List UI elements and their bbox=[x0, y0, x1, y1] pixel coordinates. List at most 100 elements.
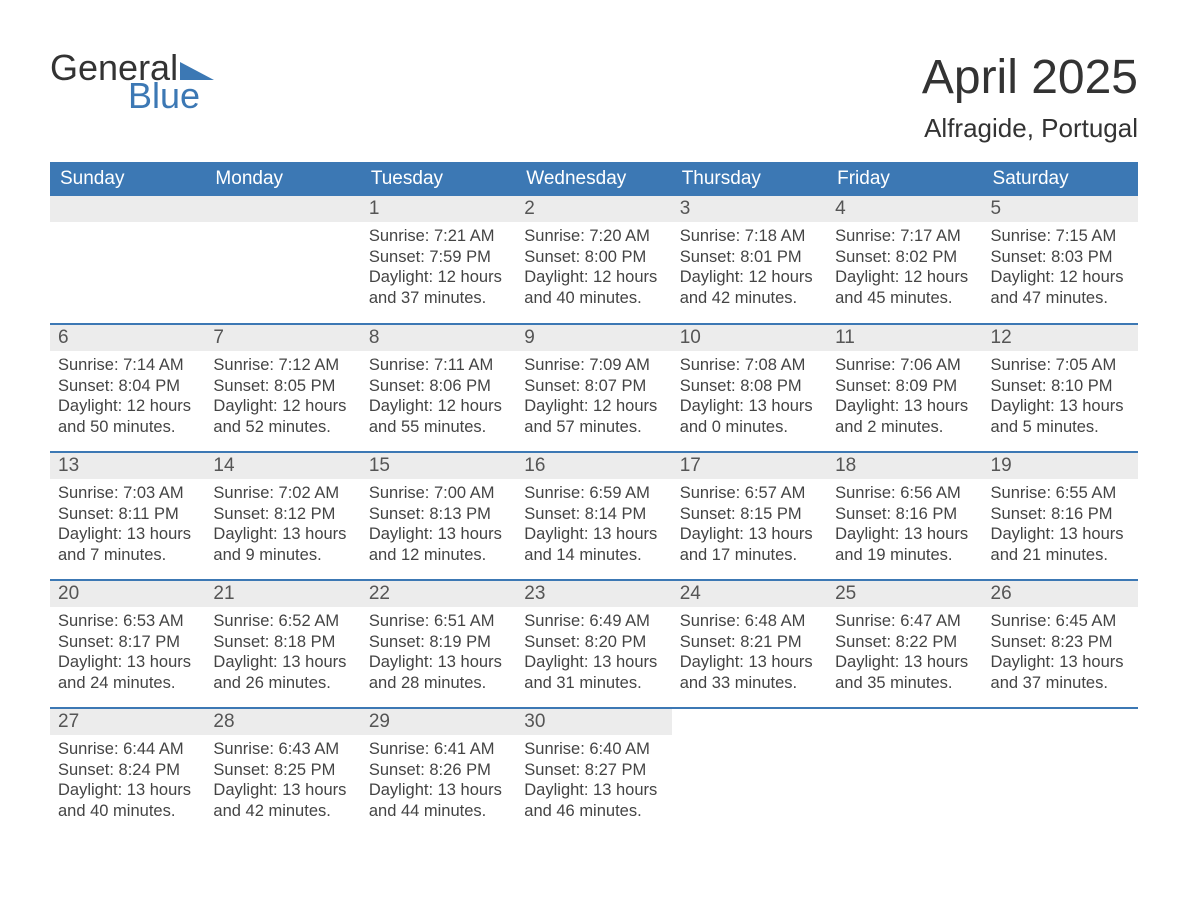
sunset-text: Sunset: 8:02 PM bbox=[835, 247, 974, 268]
day-cell bbox=[205, 196, 360, 324]
daylight-text: Daylight: 12 hours and 57 minutes. bbox=[524, 396, 663, 437]
sunset-text: Sunset: 8:25 PM bbox=[213, 760, 352, 781]
daylight-text: Daylight: 13 hours and 26 minutes. bbox=[213, 652, 352, 693]
week-row: 1Sunrise: 7:21 AMSunset: 7:59 PMDaylight… bbox=[50, 196, 1138, 324]
sunset-text: Sunset: 8:18 PM bbox=[213, 632, 352, 653]
sunset-text: Sunset: 8:21 PM bbox=[680, 632, 819, 653]
sunrise-text: Sunrise: 7:18 AM bbox=[680, 226, 819, 247]
day-cell: 12Sunrise: 7:05 AMSunset: 8:10 PMDayligh… bbox=[983, 324, 1138, 452]
daylight-text: Daylight: 13 hours and 40 minutes. bbox=[58, 780, 197, 821]
daylight-text: Daylight: 13 hours and 21 minutes. bbox=[991, 524, 1130, 565]
daylight-text: Daylight: 13 hours and 12 minutes. bbox=[369, 524, 508, 565]
day-details: Sunrise: 6:59 AMSunset: 8:14 PMDaylight:… bbox=[516, 479, 671, 576]
day-details: Sunrise: 7:00 AMSunset: 8:13 PMDaylight:… bbox=[361, 479, 516, 576]
daylight-text: Daylight: 13 hours and 33 minutes. bbox=[680, 652, 819, 693]
weekday-header: Saturday bbox=[983, 162, 1138, 196]
day-details: Sunrise: 6:47 AMSunset: 8:22 PMDaylight:… bbox=[827, 607, 982, 704]
daylight-text: Daylight: 13 hours and 2 minutes. bbox=[835, 396, 974, 437]
day-number: 4 bbox=[827, 196, 982, 222]
day-cell bbox=[827, 708, 982, 836]
week-row: 6Sunrise: 7:14 AMSunset: 8:04 PMDaylight… bbox=[50, 324, 1138, 452]
sunrise-text: Sunrise: 6:40 AM bbox=[524, 739, 663, 760]
sunset-text: Sunset: 8:09 PM bbox=[835, 376, 974, 397]
weekday-header: Tuesday bbox=[361, 162, 516, 196]
sunrise-text: Sunrise: 6:52 AM bbox=[213, 611, 352, 632]
sunset-text: Sunset: 8:22 PM bbox=[835, 632, 974, 653]
day-cell: 20Sunrise: 6:53 AMSunset: 8:17 PMDayligh… bbox=[50, 580, 205, 708]
calendar-body: 1Sunrise: 7:21 AMSunset: 7:59 PMDaylight… bbox=[50, 196, 1138, 836]
sunset-text: Sunset: 8:19 PM bbox=[369, 632, 508, 653]
daylight-text: Daylight: 13 hours and 19 minutes. bbox=[835, 524, 974, 565]
daylight-text: Daylight: 13 hours and 28 minutes. bbox=[369, 652, 508, 693]
sunset-text: Sunset: 8:14 PM bbox=[524, 504, 663, 525]
day-cell: 5Sunrise: 7:15 AMSunset: 8:03 PMDaylight… bbox=[983, 196, 1138, 324]
day-cell bbox=[983, 708, 1138, 836]
daylight-text: Daylight: 12 hours and 47 minutes. bbox=[991, 267, 1130, 308]
day-cell: 22Sunrise: 6:51 AMSunset: 8:19 PMDayligh… bbox=[361, 580, 516, 708]
day-number: 15 bbox=[361, 453, 516, 479]
day-cell: 26Sunrise: 6:45 AMSunset: 8:23 PMDayligh… bbox=[983, 580, 1138, 708]
weekday-header: Monday bbox=[205, 162, 360, 196]
day-cell: 4Sunrise: 7:17 AMSunset: 8:02 PMDaylight… bbox=[827, 196, 982, 324]
sunset-text: Sunset: 8:17 PM bbox=[58, 632, 197, 653]
day-cell: 27Sunrise: 6:44 AMSunset: 8:24 PMDayligh… bbox=[50, 708, 205, 836]
day-number: 9 bbox=[516, 325, 671, 351]
day-cell: 19Sunrise: 6:55 AMSunset: 8:16 PMDayligh… bbox=[983, 452, 1138, 580]
day-number: 26 bbox=[983, 581, 1138, 607]
day-number: 7 bbox=[205, 325, 360, 351]
sunset-text: Sunset: 8:16 PM bbox=[991, 504, 1130, 525]
sunrise-text: Sunrise: 6:45 AM bbox=[991, 611, 1130, 632]
sunset-text: Sunset: 8:11 PM bbox=[58, 504, 197, 525]
title-block: April 2025 Alfragide, Portugal bbox=[922, 50, 1138, 144]
day-number: 1 bbox=[361, 196, 516, 222]
weekday-header: Friday bbox=[827, 162, 982, 196]
weekday-header: Thursday bbox=[672, 162, 827, 196]
sunset-text: Sunset: 8:16 PM bbox=[835, 504, 974, 525]
sunrise-text: Sunrise: 7:06 AM bbox=[835, 355, 974, 376]
day-cell: 30Sunrise: 6:40 AMSunset: 8:27 PMDayligh… bbox=[516, 708, 671, 836]
day-number: 14 bbox=[205, 453, 360, 479]
daylight-text: Daylight: 13 hours and 35 minutes. bbox=[835, 652, 974, 693]
day-number: 10 bbox=[672, 325, 827, 351]
daylight-text: Daylight: 13 hours and 31 minutes. bbox=[524, 652, 663, 693]
sunrise-text: Sunrise: 6:53 AM bbox=[58, 611, 197, 632]
day-cell: 2Sunrise: 7:20 AMSunset: 8:00 PMDaylight… bbox=[516, 196, 671, 324]
sunrise-text: Sunrise: 6:43 AM bbox=[213, 739, 352, 760]
sunset-text: Sunset: 8:24 PM bbox=[58, 760, 197, 781]
daylight-text: Daylight: 12 hours and 40 minutes. bbox=[524, 267, 663, 308]
empty-day-bar bbox=[50, 196, 205, 222]
daylight-text: Daylight: 13 hours and 44 minutes. bbox=[369, 780, 508, 821]
calendar-table: Sunday Monday Tuesday Wednesday Thursday… bbox=[50, 162, 1138, 836]
location-label: Alfragide, Portugal bbox=[922, 113, 1138, 144]
sunrise-text: Sunrise: 6:41 AM bbox=[369, 739, 508, 760]
day-number: 17 bbox=[672, 453, 827, 479]
day-details: Sunrise: 6:52 AMSunset: 8:18 PMDaylight:… bbox=[205, 607, 360, 704]
day-cell: 13Sunrise: 7:03 AMSunset: 8:11 PMDayligh… bbox=[50, 452, 205, 580]
day-cell: 28Sunrise: 6:43 AMSunset: 8:25 PMDayligh… bbox=[205, 708, 360, 836]
page-title: April 2025 bbox=[922, 50, 1138, 105]
day-number: 24 bbox=[672, 581, 827, 607]
weekday-header: Sunday bbox=[50, 162, 205, 196]
sunrise-text: Sunrise: 6:48 AM bbox=[680, 611, 819, 632]
daylight-text: Daylight: 12 hours and 55 minutes. bbox=[369, 396, 508, 437]
day-details: Sunrise: 7:11 AMSunset: 8:06 PMDaylight:… bbox=[361, 351, 516, 448]
sunrise-text: Sunrise: 6:57 AM bbox=[680, 483, 819, 504]
day-details: Sunrise: 6:48 AMSunset: 8:21 PMDaylight:… bbox=[672, 607, 827, 704]
day-details: Sunrise: 7:02 AMSunset: 8:12 PMDaylight:… bbox=[205, 479, 360, 576]
day-details: Sunrise: 7:09 AMSunset: 8:07 PMDaylight:… bbox=[516, 351, 671, 448]
sunset-text: Sunset: 8:23 PM bbox=[991, 632, 1130, 653]
day-cell bbox=[50, 196, 205, 324]
sunset-text: Sunset: 8:13 PM bbox=[369, 504, 508, 525]
day-number: 11 bbox=[827, 325, 982, 351]
day-cell: 10Sunrise: 7:08 AMSunset: 8:08 PMDayligh… bbox=[672, 324, 827, 452]
day-number: 13 bbox=[50, 453, 205, 479]
sunset-text: Sunset: 8:26 PM bbox=[369, 760, 508, 781]
sunrise-text: Sunrise: 7:05 AM bbox=[991, 355, 1130, 376]
daylight-text: Daylight: 13 hours and 42 minutes. bbox=[213, 780, 352, 821]
day-details: Sunrise: 6:53 AMSunset: 8:17 PMDaylight:… bbox=[50, 607, 205, 704]
day-details: Sunrise: 7:03 AMSunset: 8:11 PMDaylight:… bbox=[50, 479, 205, 576]
day-cell: 14Sunrise: 7:02 AMSunset: 8:12 PMDayligh… bbox=[205, 452, 360, 580]
sunrise-text: Sunrise: 6:56 AM bbox=[835, 483, 974, 504]
day-details: Sunrise: 7:12 AMSunset: 8:05 PMDaylight:… bbox=[205, 351, 360, 448]
sunrise-text: Sunrise: 7:21 AM bbox=[369, 226, 508, 247]
